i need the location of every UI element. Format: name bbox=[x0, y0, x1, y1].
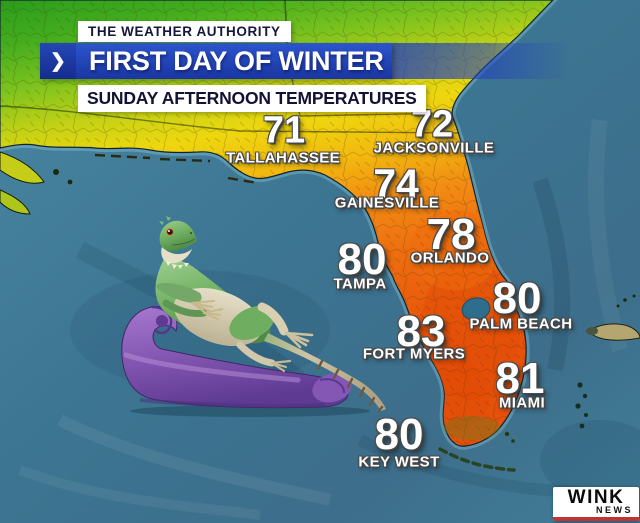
chaise-shadow bbox=[130, 405, 370, 417]
chaise-lounge bbox=[121, 305, 352, 409]
iguana-thigh bbox=[229, 306, 275, 340]
station-logo: WINK NEWS bbox=[553, 487, 639, 521]
banner-fade-strip bbox=[392, 43, 570, 79]
city-label-jacksonville: JACKSONVILLE bbox=[373, 139, 495, 157]
iguana-lower-foot bbox=[270, 359, 292, 373]
station-subname: NEWS bbox=[596, 505, 633, 515]
city-label-orlando: ORLANDO bbox=[410, 249, 490, 267]
temp-value-tampa: 80 bbox=[337, 235, 387, 284]
temp-value-fort-myers: 83 bbox=[396, 307, 446, 356]
bahamas-islands bbox=[575, 294, 640, 429]
iguana bbox=[155, 216, 386, 413]
iguana-lower-leg bbox=[236, 341, 276, 367]
logo-red-bar bbox=[553, 517, 639, 521]
iguana-arm-lower bbox=[162, 299, 208, 317]
temp-value-palm-beach: 80 bbox=[492, 274, 542, 323]
station-name: WINK bbox=[567, 487, 625, 508]
city-label-fort-myers: FORT MYERS bbox=[362, 345, 466, 363]
iguana-arm-upper bbox=[156, 283, 202, 304]
everglades-tint bbox=[444, 416, 500, 440]
iguana-shin bbox=[257, 302, 289, 336]
kicker-text: THE WEATHER AUTHORITY bbox=[88, 24, 281, 39]
title-banner: ❯ FIRST DAY OF WINTER bbox=[40, 43, 392, 79]
temp-value-orlando: 78 bbox=[426, 210, 476, 259]
city-label-tampa: TAMPA bbox=[333, 275, 387, 293]
subtitle-badge: SUNDAY AFTERNOON TEMPERATURES bbox=[78, 85, 426, 112]
iguana-eye bbox=[165, 227, 175, 237]
city-label-tallahassee: TALLAHASSEE bbox=[225, 149, 341, 167]
lake-okeechobee bbox=[461, 297, 491, 321]
florida-keys bbox=[438, 431, 516, 472]
chevron-icon: ❯ bbox=[40, 43, 76, 79]
temp-value-key-west: 80 bbox=[374, 410, 424, 459]
iguana-foot bbox=[284, 331, 314, 349]
city-label-palm-beach: PALM BEACH bbox=[469, 315, 573, 333]
iguana-tail bbox=[264, 333, 386, 413]
temp-value-tallahassee: 71 bbox=[262, 109, 306, 152]
barrier-islands bbox=[0, 151, 259, 215]
city-label-miami: MIAMI bbox=[498, 394, 546, 412]
iguana-illustration bbox=[121, 216, 386, 417]
city-label-gainesville: GAINESVILLE bbox=[334, 194, 440, 212]
subtitle-text: SUNDAY AFTERNOON TEMPERATURES bbox=[87, 88, 417, 108]
page-title: FIRST DAY OF WINTER bbox=[89, 45, 384, 76]
kicker-badge: THE WEATHER AUTHORITY bbox=[78, 21, 291, 42]
temp-value-miami: 81 bbox=[495, 354, 545, 403]
city-label-key-west: KEY WEST bbox=[358, 453, 440, 471]
iguana-head bbox=[159, 216, 197, 269]
temp-value-gainesville: 74 bbox=[373, 160, 419, 207]
iguana-hands bbox=[191, 300, 223, 320]
